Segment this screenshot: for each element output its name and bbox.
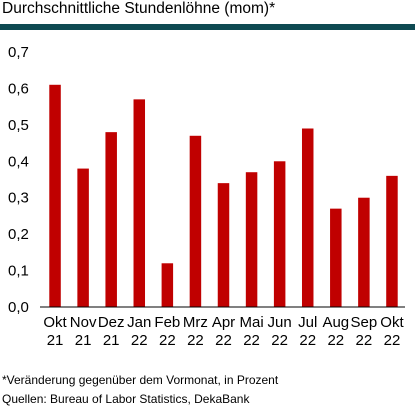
x-tick-label-month: Aug [322,314,349,331]
bar [386,175,398,307]
x-tick-label-month: Sep [351,314,378,331]
bars [49,84,398,308]
y-tick-label: 0,6 [8,80,29,97]
x-tick-label-month: Okt [380,314,404,331]
y-tick-label: 0,7 [8,44,29,61]
title-rule [0,24,415,30]
x-tick-label-year: 22 [159,332,176,349]
x-axis-labels: Okt21Nov21Dez21Jan22Feb22Mrz22Apr22Mai22… [43,314,404,349]
bar [77,168,89,307]
y-axis-ticks: 0,0 0,1 0,2 0,3 0,4 0,5 0,6 0,7 [8,44,29,316]
bar [105,132,117,307]
bar [245,172,258,307]
y-tick-label: 0,1 [8,263,29,280]
y-tick-label: 0,4 [8,153,29,170]
bar [330,208,342,307]
x-tick-label-month: Jul [298,314,317,331]
y-tick-label: 0,3 [8,190,29,207]
x-tick-label-year: 22 [299,332,316,349]
bar [217,183,230,307]
x-tick-label-month: Mrz [183,314,208,331]
x-tick-label-month: Feb [154,314,180,331]
bar [133,99,146,307]
x-tick-label-year: 22 [131,332,148,349]
x-tick-label-year: 22 [187,332,204,349]
x-tick-label-month: Apr [212,314,235,331]
bar [161,263,174,307]
bar [358,197,370,307]
x-tick-label-month: Jan [127,314,151,331]
chart-title: Durchschnittliche Stundenlöhne (mom)* [2,0,276,17]
x-tick-label-month: Jun [268,314,292,331]
x-tick-label-month: Mai [239,314,263,331]
bar [189,135,202,307]
y-tick-label: 0,5 [8,117,29,134]
footnote-source: Quellen: Bureau of Labor Statistics, Dek… [2,392,250,406]
bar [273,161,286,307]
y-tick-label: 0,0 [8,299,29,316]
footnote-note: *Veränderung gegenüber dem Vormonat, in … [2,373,279,387]
x-tick-label-month: Nov [70,314,97,331]
bar [301,128,314,307]
x-tick-label-year: 22 [271,332,288,349]
x-tick-label-month: Dez [98,314,125,331]
x-tick-label-year: 22 [384,332,401,349]
x-tick-label-year: 22 [243,332,260,349]
x-tick-label-year: 21 [75,332,92,349]
x-tick-label-year: 22 [356,332,373,349]
x-tick-label-year: 21 [103,332,120,349]
x-tick-label-year: 21 [47,332,64,349]
y-tick-label: 0,2 [8,226,29,243]
bar-chart: 0,00,10,20,30,40,50,60,7 Okt21Nov21Dez21… [8,44,405,349]
x-tick-label-year: 22 [327,332,344,349]
x-tick-label-month: Okt [43,314,67,331]
bar [49,84,61,308]
x-tick-label-year: 22 [215,332,232,349]
